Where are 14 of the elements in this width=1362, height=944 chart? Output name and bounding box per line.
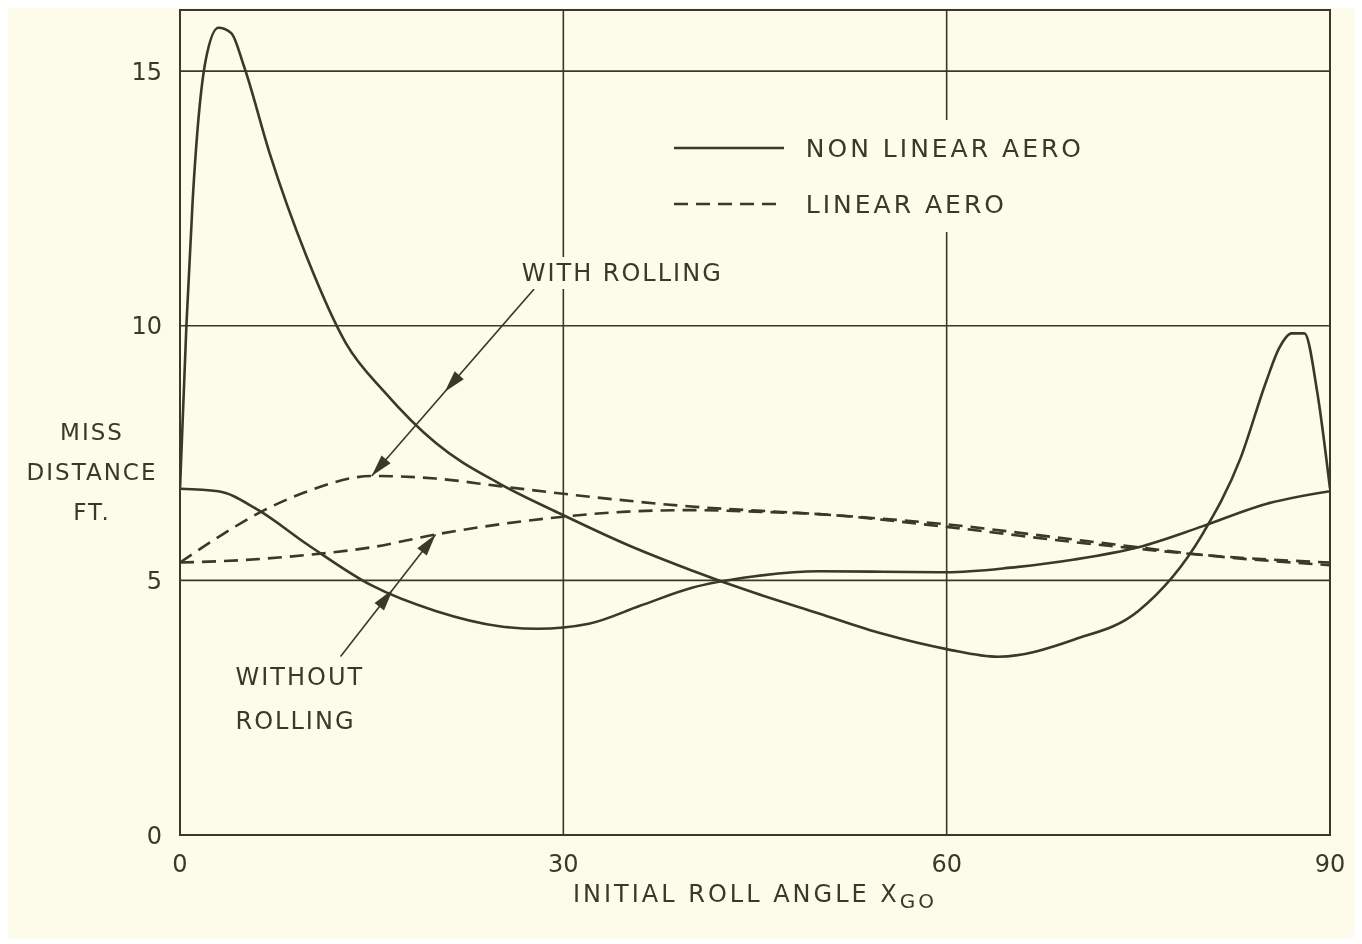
legend-label: LINEAR AERO <box>805 189 1007 219</box>
legend-label: NON LINEAR AERO <box>805 133 1084 163</box>
x-tick-label: 30 <box>548 850 579 879</box>
x-tick-label: 90 <box>1314 850 1346 879</box>
annotation: WITH ROLLING <box>521 258 723 287</box>
x-tick-label: 60 <box>931 850 962 879</box>
x-axis-title: INITIAL ROLL ANGLE X$_{GO}$ <box>572 880 938 913</box>
y-tick-label: 10 <box>131 312 162 341</box>
y-axis-title: MISS DISTANCE FT. <box>25 418 159 528</box>
y-tick-label: 0 <box>146 821 162 850</box>
x-tick-label: 0 <box>172 850 188 879</box>
y-tick-label: 15 <box>131 57 162 86</box>
y-tick-label: 5 <box>146 566 162 595</box>
annotation: WITHOUT ROLLING <box>235 662 365 735</box>
